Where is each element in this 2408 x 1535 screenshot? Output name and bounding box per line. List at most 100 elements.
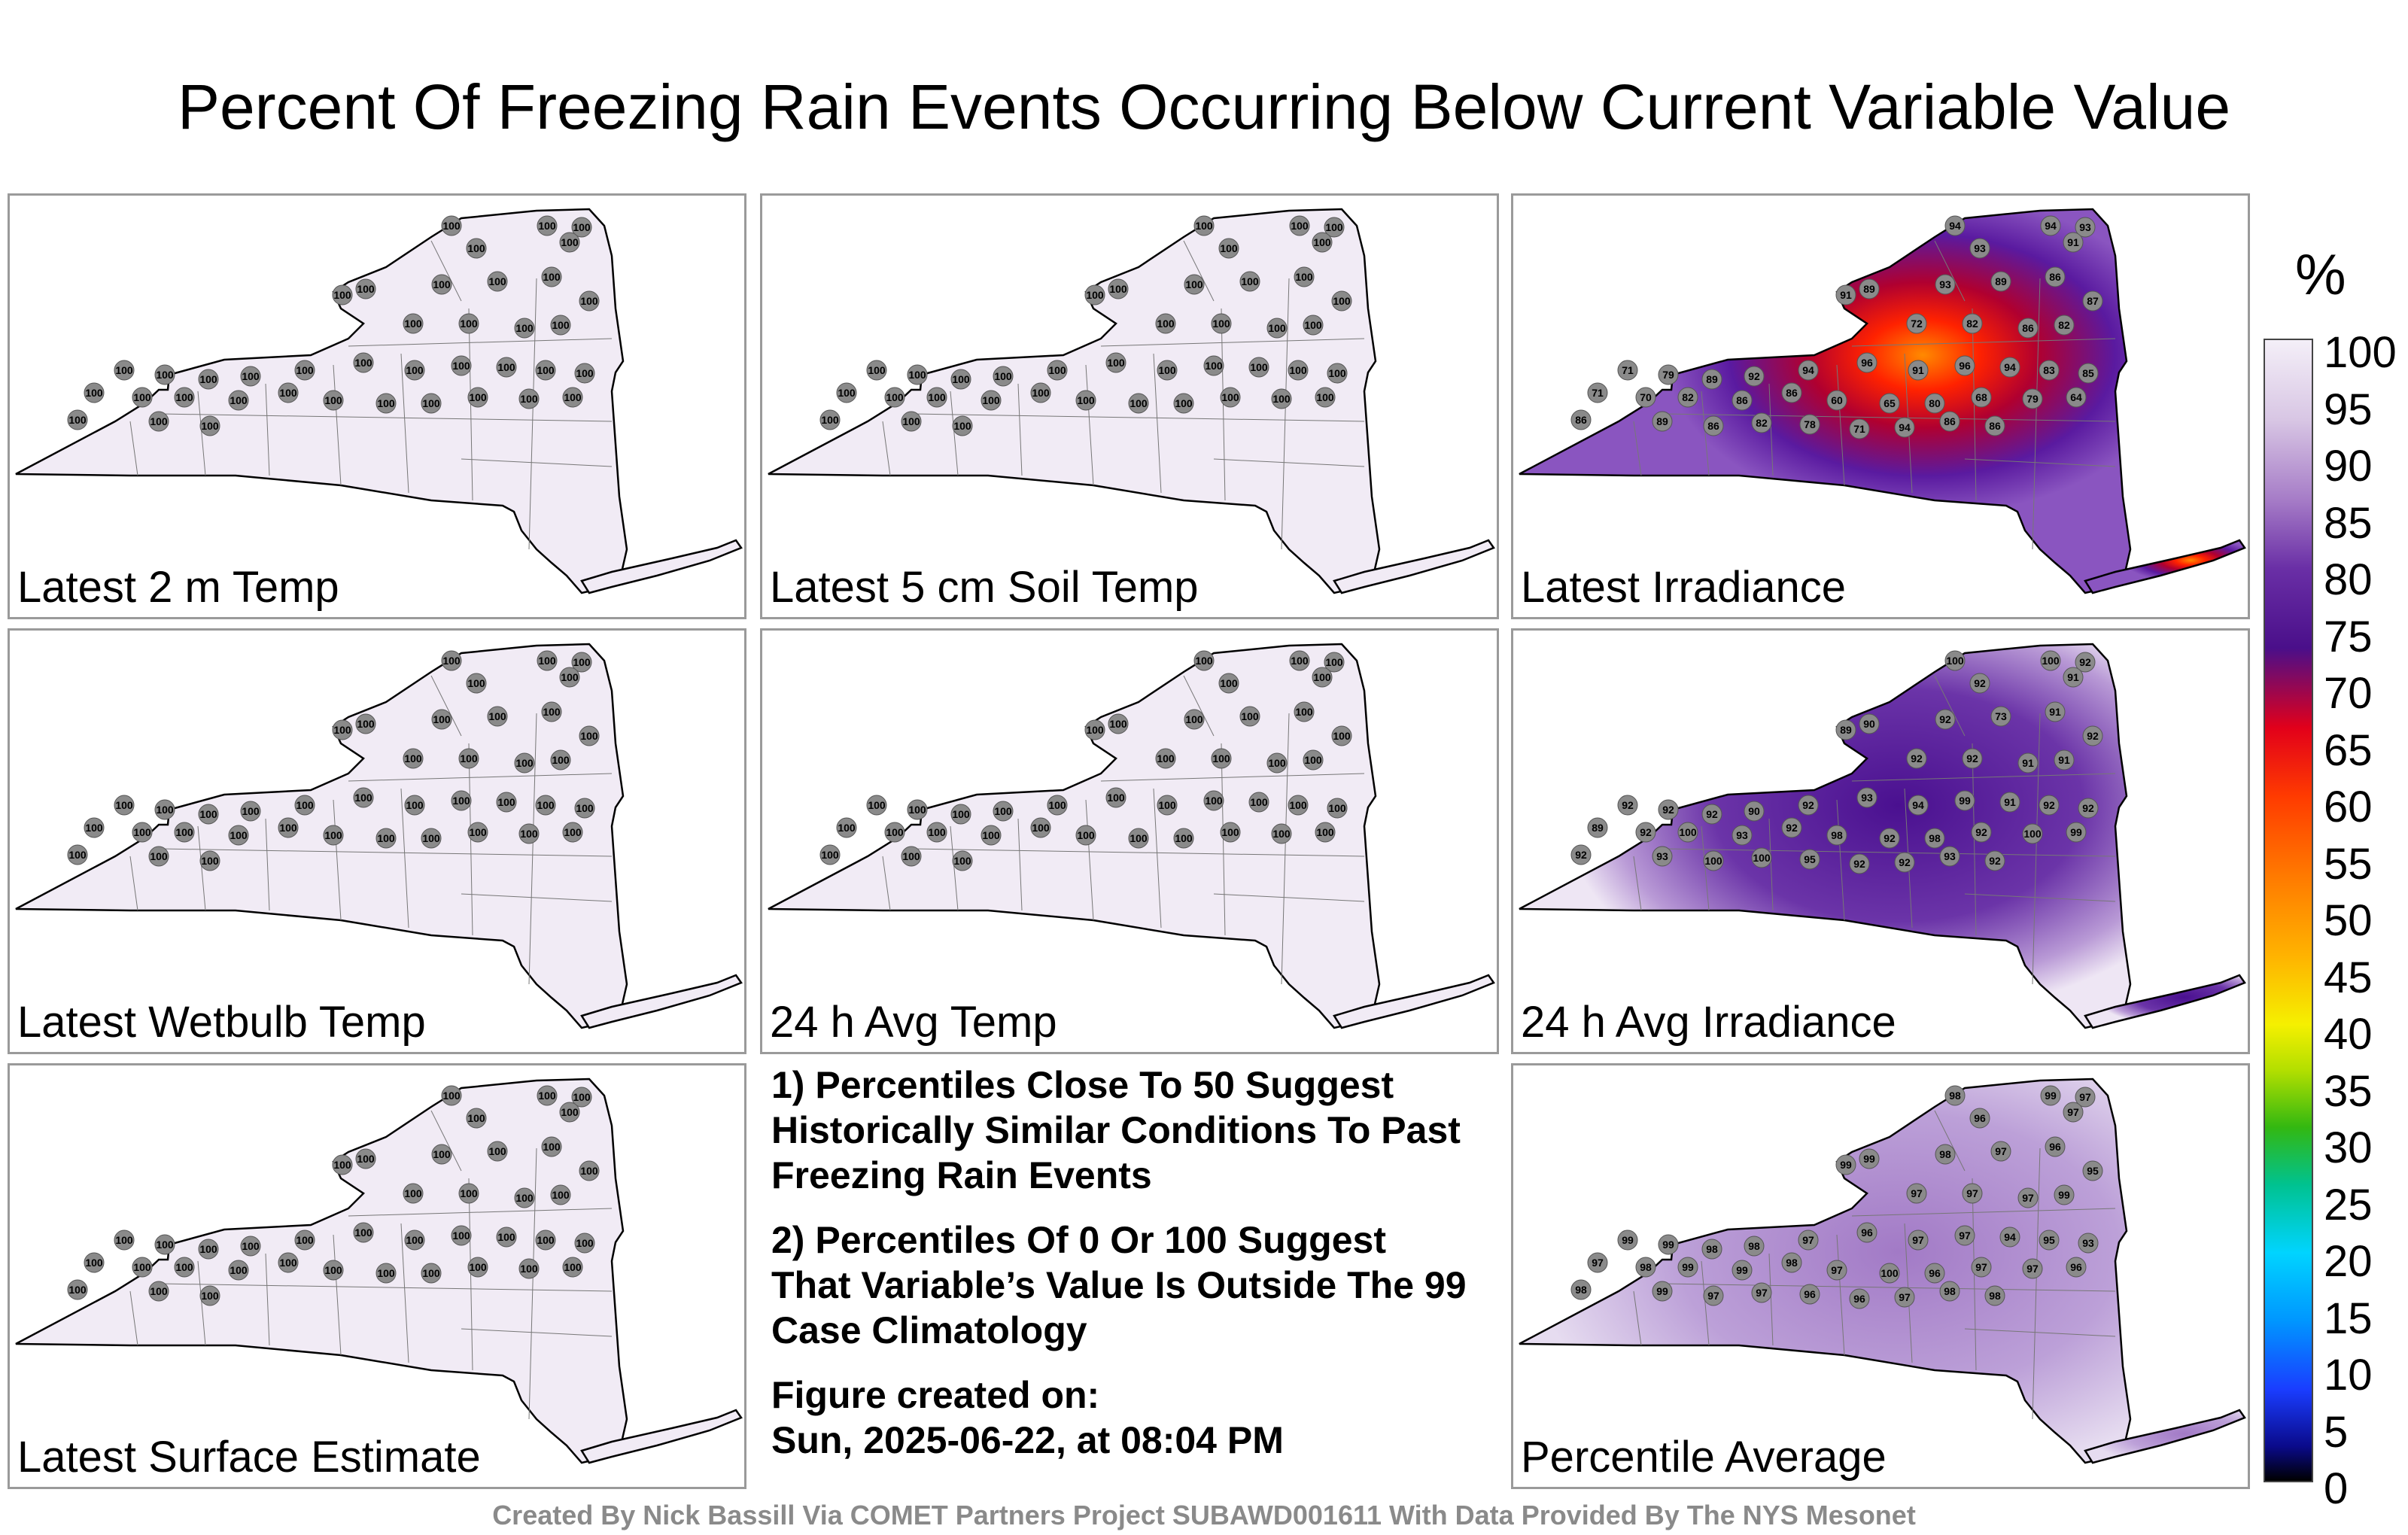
panel-label: Percentile Average (1521, 1433, 1887, 1482)
map-panel: 100 100 100 100 100 100 100 100 100 100 100 100 100 1… (8, 628, 746, 1054)
county-boundaries (129, 1110, 613, 1420)
station-marker: 92 (1849, 853, 1870, 874)
station-value: 100 (902, 850, 920, 862)
station-marker: 100 (1289, 215, 1310, 236)
county-boundaries (1633, 240, 2116, 550)
station-value: 99 (1656, 1285, 1668, 1297)
station-marker: 94 (1908, 795, 1929, 816)
station-value: 100 (175, 826, 193, 838)
station-value: 100 (994, 805, 1012, 817)
station-value: 100 (952, 808, 970, 820)
station-value: 100 (515, 322, 534, 334)
station-marker: 100 (148, 1281, 169, 1302)
station-marker: 100 (819, 409, 841, 430)
station-marker: 100 (132, 387, 153, 408)
station-marker: 91 (1908, 360, 1929, 381)
station-value: 86 (2022, 322, 2034, 334)
station-value: 94 (1912, 799, 1924, 811)
station-marker: 99 (2054, 1184, 2075, 1205)
station-marker: 99 (1954, 790, 1975, 811)
station-value: 98 (1575, 1284, 1587, 1296)
station-marker: 100 (154, 364, 175, 385)
station-value: 92 (1853, 858, 1865, 870)
station-value: 96 (2070, 1261, 2082, 1273)
station-marker: 80 (1924, 393, 1945, 414)
station-value: 100 (497, 361, 515, 373)
station-marker: 100 (1193, 650, 1215, 671)
station-marker: 95 (2039, 1230, 2060, 1251)
station-marker: 100 (431, 709, 452, 730)
station-marker: 100 (950, 369, 971, 390)
station-marker: 100 (1220, 822, 1241, 843)
station-marker: 92 (1971, 822, 1992, 843)
station-marker: 92 (1984, 850, 2005, 871)
station-marker: 100 (1075, 390, 1096, 411)
station-value: 94 (1802, 364, 1814, 376)
station-value: 100 (354, 1226, 372, 1239)
station-marker: 86 (1781, 382, 1802, 403)
station-value: 92 (1966, 752, 1978, 764)
station-value: 100 (1753, 852, 1771, 864)
station-marker: 92 (2039, 795, 2060, 816)
station-marker: 100 (579, 1160, 600, 1181)
station-marker: 100 (541, 701, 562, 722)
station-value: 100 (467, 242, 485, 254)
station-value: 100 (422, 832, 440, 844)
station-value: 68 (1975, 391, 1987, 403)
station-marker: 100 (240, 1236, 261, 1257)
station-value: 100 (230, 829, 248, 841)
station-marker: 100 (537, 215, 558, 236)
station-value: 97 (2067, 1106, 2079, 1118)
station-value: 100 (1158, 364, 1176, 376)
station-marker: 100 (1218, 673, 1239, 694)
station-marker: 100 (323, 390, 344, 411)
station-marker: 72 (1906, 313, 1927, 334)
station-value: 97 (1899, 1291, 1911, 1303)
station-value: 100 (1313, 671, 1331, 683)
station-value: 94 (2004, 361, 2016, 373)
created-value: Sun, 2025-06-22, at 08:04 PM (771, 1419, 1284, 1461)
station-marker: 97 (1798, 1230, 1819, 1251)
station-marker: 100 (294, 795, 315, 816)
station-marker: 96 (1849, 1288, 1870, 1309)
station-marker: 100 (1211, 748, 1232, 769)
station-value: 100 (377, 1267, 395, 1279)
map-panel: 94 94 93 93 91 89 91 93 89 86 87 72 82 86 82 71 79 89 92 94… (1511, 193, 2250, 619)
note-2: 2) Percentiles Of 0 Or 100 Suggest That … (771, 1219, 1467, 1351)
note-1: 1) Percentiles Close To 50 Suggest Histo… (771, 1064, 1461, 1196)
long-island-outline (2084, 974, 2246, 1029)
station-marker: 92 (1935, 709, 1956, 730)
map-panel: 98 99 97 96 97 99 99 98 97 96 95 97 97 97 99 99 99 98 98 97… (1511, 1063, 2250, 1489)
station-marker: 100 (441, 1085, 462, 1106)
station-value: 96 (1861, 357, 1873, 369)
station-value: 100 (242, 1240, 260, 1252)
station-value: 100 (199, 373, 217, 385)
station-value: 100 (354, 792, 372, 804)
station-value: 86 (1707, 420, 1719, 432)
station-value: 100 (573, 656, 591, 668)
station-value: 100 (1268, 757, 1286, 769)
station-value: 100 (357, 1153, 375, 1165)
station-value: 100 (1212, 752, 1230, 764)
station-marker: 100 (574, 1233, 595, 1254)
station-marker: 100 (278, 1252, 299, 1273)
station-value: 100 (520, 1263, 538, 1275)
station-value: 100 (2023, 828, 2042, 840)
station-value: 99 (1682, 1261, 1694, 1273)
station-value: 100 (953, 420, 971, 432)
station-value: 100 (576, 367, 594, 379)
station-marker: 86 (1939, 411, 1960, 432)
station-marker: 94 (2040, 215, 2061, 236)
station-value: 100 (296, 364, 314, 376)
station-value: 100 (576, 802, 594, 814)
station-marker: 100 (562, 822, 583, 843)
station-marker: 100 (353, 1222, 374, 1243)
station-value: 100 (150, 415, 168, 427)
station-value: 72 (1911, 318, 1923, 330)
station-marker: 100 (421, 1263, 442, 1284)
station-value: 100 (1157, 752, 1175, 764)
station-value: 100 (85, 822, 103, 834)
station-marker: 94 (1894, 417, 1915, 438)
state-outline (1519, 643, 2132, 1029)
station-value: 92 (1706, 808, 1718, 820)
